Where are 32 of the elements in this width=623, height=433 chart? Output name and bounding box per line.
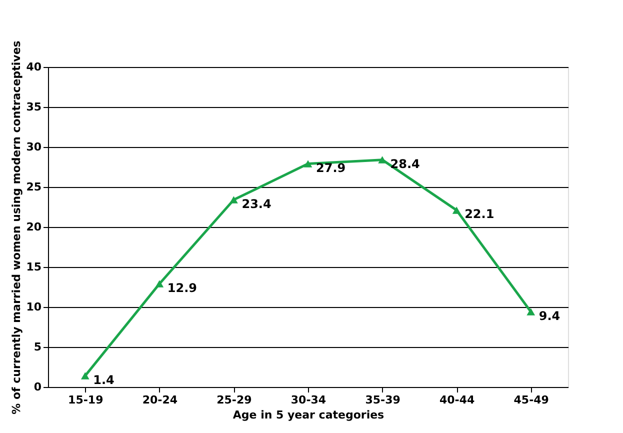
data-label: 23.4 xyxy=(242,196,272,211)
y-tick-label: 35 xyxy=(26,100,42,114)
y-tick-label: 20 xyxy=(26,220,42,234)
y-tick-label: 15 xyxy=(26,260,42,274)
point xyxy=(526,308,536,316)
y-tick-label: 0 xyxy=(34,380,42,394)
point xyxy=(304,160,312,168)
x-tick-label: 15-19 xyxy=(68,394,104,406)
point xyxy=(80,372,90,380)
x-axis-title: Age in 5 year categories xyxy=(232,408,385,422)
data-label: 28.4 xyxy=(390,156,420,171)
y-tick-label: 30 xyxy=(26,140,42,154)
data-label: 22.1 xyxy=(464,207,494,222)
y-tick-label: 25 xyxy=(26,180,42,194)
data-label: 27.9 xyxy=(316,160,346,175)
data-label: 1.4 xyxy=(93,372,114,387)
x-tick-label: 40-44 xyxy=(439,394,476,406)
point xyxy=(155,280,164,288)
point xyxy=(230,196,238,204)
data-label: 9.4 xyxy=(538,308,560,323)
point xyxy=(378,156,386,164)
y-tick-label: 5 xyxy=(34,340,42,354)
x-tick-label: 45-49 xyxy=(514,394,549,406)
x-tick-label: 30-34 xyxy=(290,394,326,406)
x-tick-label: 35-39 xyxy=(365,394,400,406)
y-tick-label: 40 xyxy=(26,60,42,74)
x-tick-label: 25-29 xyxy=(216,394,252,406)
data-label: 12.9 xyxy=(167,280,198,295)
y-tick-label: 10 xyxy=(26,300,42,314)
x-tick-label: 20-24 xyxy=(142,394,178,406)
y-axis-title: % of currently married women using modern contraceptives xyxy=(10,40,24,414)
point xyxy=(452,206,461,214)
